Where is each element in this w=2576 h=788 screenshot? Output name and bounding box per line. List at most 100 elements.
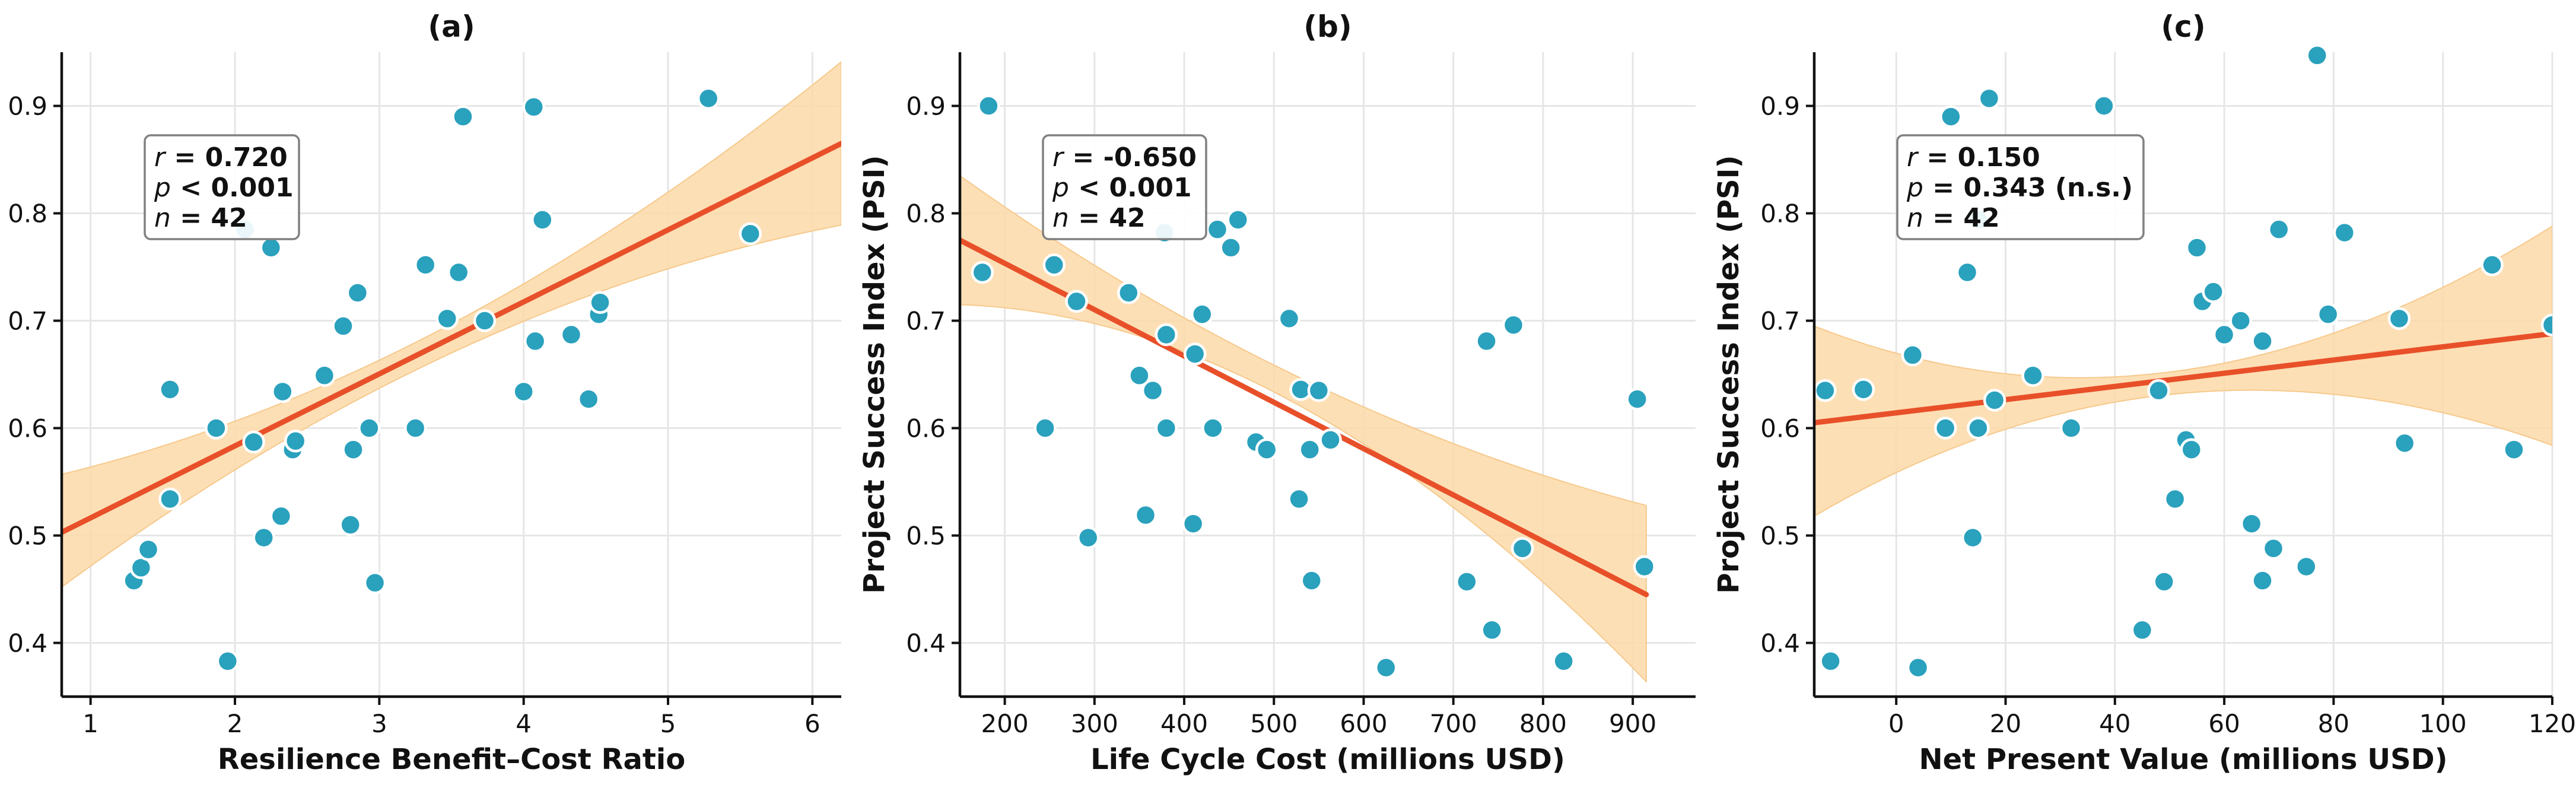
x-axis-title: Resilience Benefit–Cost Ratio: [218, 743, 685, 776]
data-point: [332, 314, 355, 338]
data-point: [697, 87, 720, 110]
x-tick-label: 200: [981, 709, 1029, 738]
data-point: [522, 96, 545, 119]
data-point: [1117, 281, 1140, 304]
regression-line: [62, 141, 841, 535]
x-tick-label: 2: [227, 709, 243, 738]
data-point: [2180, 438, 2203, 461]
stats-p-symbol: p: [1052, 173, 1069, 203]
data-point: [271, 380, 294, 403]
stats-n-symbol: n: [1907, 203, 1923, 233]
x-tick-label: 6: [804, 709, 820, 738]
data-point: [1906, 656, 1930, 679]
data-point: [2540, 313, 2552, 336]
data-point: [1819, 650, 1842, 673]
data-point: [284, 429, 307, 453]
data-point: [1033, 417, 1057, 440]
stats-box: [1042, 134, 1207, 240]
data-point: [451, 105, 475, 128]
panel-title: (b): [1303, 9, 1352, 44]
x-tick-label: 700: [1430, 709, 1477, 738]
data-point: [1901, 344, 1925, 367]
regression-line: [1814, 331, 2552, 425]
data-point: [1626, 387, 1649, 411]
data-point: [435, 307, 459, 331]
data-point: [2251, 329, 2274, 353]
stats-n-value: = 42: [1069, 203, 1146, 233]
data-point: [414, 253, 437, 277]
data-point: [531, 208, 554, 231]
y-tick-label: 0.8: [906, 199, 946, 228]
stats-p-value: < 0.001: [1069, 173, 1192, 203]
data-point: [313, 364, 336, 387]
confidence-band: [1814, 225, 2552, 517]
data-point: [1076, 526, 1100, 549]
panel-title: (a): [428, 9, 475, 44]
y-tick-label: 0.5: [1760, 522, 1800, 551]
stats-n-symbol: n: [1052, 203, 1069, 233]
y-tick-label: 0.9: [1760, 92, 1800, 121]
data-point: [339, 513, 362, 536]
data-point: [1977, 87, 2001, 110]
data-point: [1201, 417, 1225, 440]
data-point: [1042, 253, 1066, 277]
stats-n-line: n = 42: [154, 203, 247, 233]
data-point: [2021, 364, 2044, 387]
data-point: [2059, 417, 2083, 440]
stats-r-value: = 0.720: [165, 142, 288, 173]
data-point: [1480, 618, 1503, 642]
panel-1: 1 2 3 4 5 6 0.4 0.5 0.6 0.7 0.8 0.9 Resilience Benef…: [8, 9, 841, 776]
stats-p-value: = 0.343 (n.s.): [1923, 173, 2133, 203]
data-point: [1255, 438, 1279, 461]
x-axis-title: Net Present Value (millions USD): [1919, 743, 2447, 776]
data-point: [158, 487, 182, 511]
data-point: [1852, 378, 1875, 401]
data-point: [346, 281, 370, 304]
y-tick-label: 0.8: [8, 199, 47, 228]
data-point: [2147, 379, 2170, 402]
data-point: [1065, 290, 1088, 313]
x-tick-label: 100: [2419, 709, 2467, 738]
data-point: [2333, 221, 2356, 244]
x-tick-label: 400: [1160, 709, 1208, 738]
data-point: [2130, 618, 2154, 642]
data-point: [977, 94, 1000, 117]
y-tick-label: 0.4: [1760, 629, 1800, 658]
data-point: [2305, 44, 2329, 67]
x-tick-label: 60: [2208, 709, 2240, 738]
data-point: [2152, 570, 2176, 593]
stats-r-value: = 0.150: [1917, 142, 2040, 173]
x-axis-title: Life Cycle Cost (millions USD): [1090, 743, 1565, 776]
panel-3: 0 20 40 60 80 100 120 0.4 0.5 0.6 0.7 0.8 0.9 Net Pre…: [1712, 9, 2576, 776]
plot-area: [62, 61, 841, 673]
data-point: [342, 438, 365, 461]
x-tick-label: 1: [82, 709, 98, 738]
data-point: [1961, 526, 1985, 549]
y-axis-title: Project Success Index (PSI): [858, 155, 891, 593]
y-tick-label: 0.5: [906, 522, 946, 551]
data-point: [205, 417, 228, 440]
data-point: [1967, 417, 1990, 440]
stats-p-line: p = 0.343 (n.s.): [1906, 173, 2133, 203]
data-point: [2387, 307, 2411, 331]
y-tick-label: 0.6: [906, 414, 946, 443]
data-point: [1955, 260, 1979, 284]
x-tick-label: 80: [2318, 709, 2349, 738]
stats-p-symbol: p: [1906, 173, 1923, 203]
plot-area: [960, 94, 1656, 684]
plot-area: [1814, 44, 2552, 679]
data-point: [1375, 656, 1398, 679]
data-point: [2229, 309, 2253, 332]
stats-n-line: n = 42: [1907, 203, 2000, 233]
data-point: [2185, 236, 2209, 259]
panel-2: 200 300 400 500 600 700 800 900 0.4 0.5 0.6 0.7 0.8 0…: [858, 9, 1696, 776]
stats-r-line: r = -0.650: [1052, 142, 1197, 173]
stats-r-symbol: r: [1907, 142, 1919, 173]
data-point: [403, 417, 427, 440]
panel-title: (c): [2161, 9, 2205, 44]
data-point: [589, 291, 612, 314]
stats-r-line: r = 0.720: [154, 142, 288, 173]
stats-box: [1896, 134, 2145, 240]
